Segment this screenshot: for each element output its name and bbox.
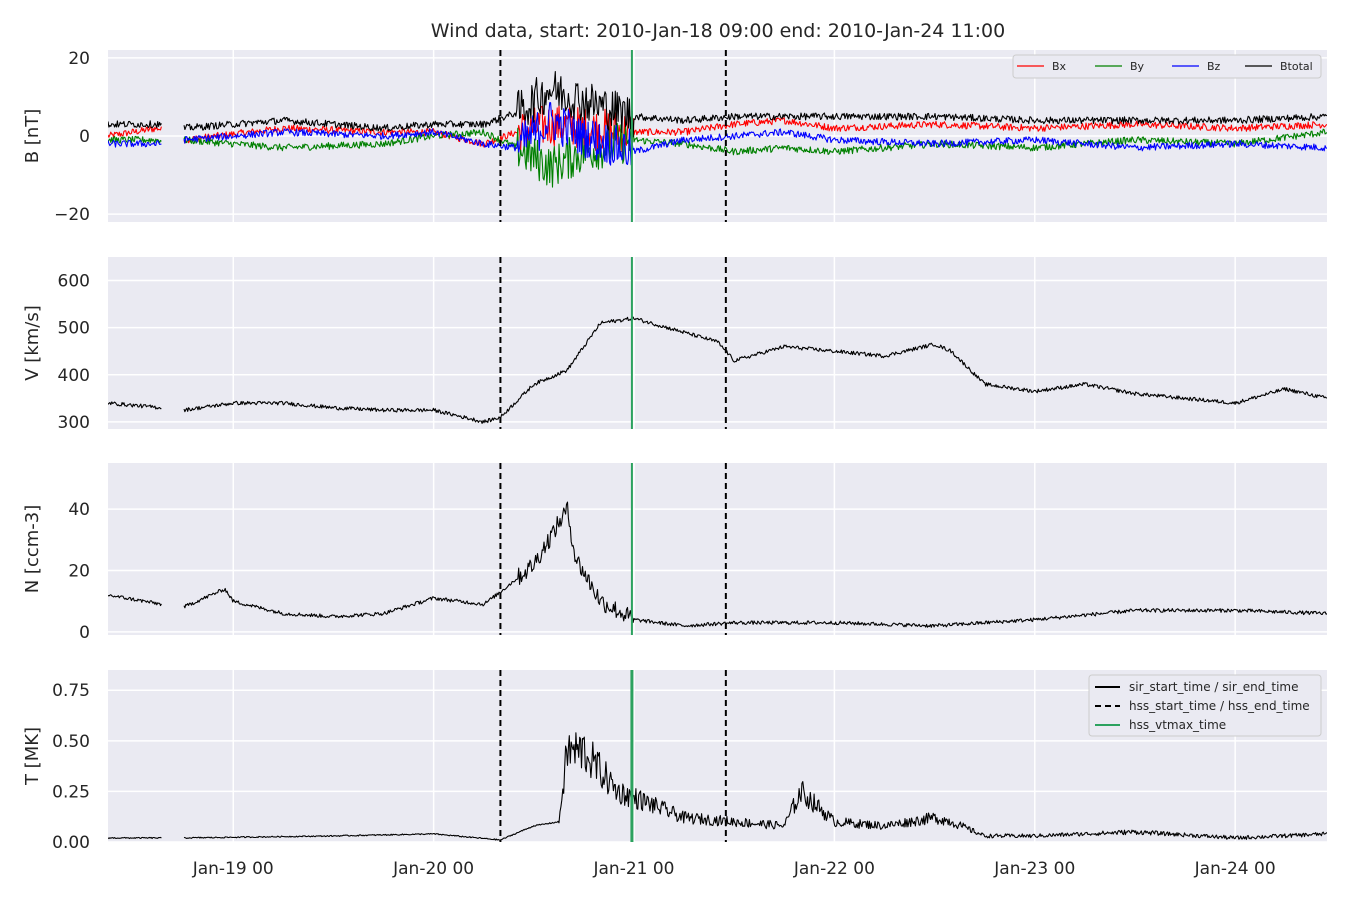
panel-data [108,316,1327,424]
series-line-bz [108,102,1327,166]
panel-3: 0 20 40 N [ccm-3] [22,463,1327,643]
y-tick-label: 0.25 [52,782,90,802]
y-tick-label: 600 [58,272,90,292]
x-tick-label: Jan-21 00 [592,859,674,879]
legend-label-sir: sir_start_time / sir_end_time [1129,680,1299,694]
y-tick-label: 300 [58,413,90,433]
y-tick-label: 40 [68,500,90,520]
y-tick-label: 400 [58,366,90,386]
x-tick-label: Jan-20 00 [392,859,474,879]
series-line-data [108,732,1327,841]
panel-2: 300 400 500 600 V [km/s] [22,257,1327,433]
panel-data [108,732,1327,841]
legend-frame [1088,674,1322,737]
b-legend: Bx By Bz Btotal [1012,54,1322,79]
y-tick-label: −20 [54,205,90,225]
y-tick-label: 20 [68,49,90,69]
x-axis: Jan-19 00 Jan-20 00 Jan-21 00 Jan-22 00 Jan-… [192,859,1276,879]
legend-label-by: By [1130,60,1145,73]
series-line-data [108,501,1327,628]
series-line-bx [108,104,1327,153]
x-tick-label: Jan-24 00 [1194,859,1276,879]
legend-frame [1012,54,1322,79]
panel-background [108,463,1327,635]
panel-4: 0.00 0.25 0.50 0.75 T [MK] sir_start_time / s… [22,670,1327,853]
y-axis-label: T [MK] [22,727,43,786]
y-tick-label: 20 [68,562,90,582]
x-tick-label: Jan-19 00 [192,859,274,879]
panel-data [108,71,1327,188]
series-line-btotal [108,71,1327,138]
legend-label-btotal: Btotal [1280,60,1313,73]
panel-data [108,501,1327,628]
x-tick-label: Jan-22 00 [793,859,875,879]
y-axis-label: V [km/s] [22,305,43,380]
legend-label-hss: hss_start_time / hss_end_time [1129,699,1310,713]
legend-label-vtmax: hss_vtmax_time [1129,718,1226,732]
chart-title: Wind data, start: 2010-Jan-18 09:00 end:… [431,20,1005,42]
y-axis-label: N [ccm-3] [22,505,43,594]
panel-background [108,257,1327,429]
y-axis-label: B [nT] [22,109,43,164]
x-tick-label: Jan-23 00 [993,859,1075,879]
series-line-by [108,121,1327,188]
y-tick-label: 0 [79,127,90,147]
legend-label-bx: Bx [1052,60,1067,73]
legend-label-bz: Bz [1207,60,1221,73]
event-legend: sir_start_time / sir_end_time hss_start_t… [1088,674,1322,737]
y-tick-label: 0.75 [52,681,90,701]
series-line-data [108,316,1327,424]
y-tick-label: 0.50 [52,732,90,752]
y-tick-label: 0.00 [52,833,90,853]
y-tick-label: 500 [58,319,90,339]
y-tick-label: 0 [79,623,90,643]
panel-1: −20 0 20 B [nT] Bx By Bz Btotal [22,49,1327,225]
